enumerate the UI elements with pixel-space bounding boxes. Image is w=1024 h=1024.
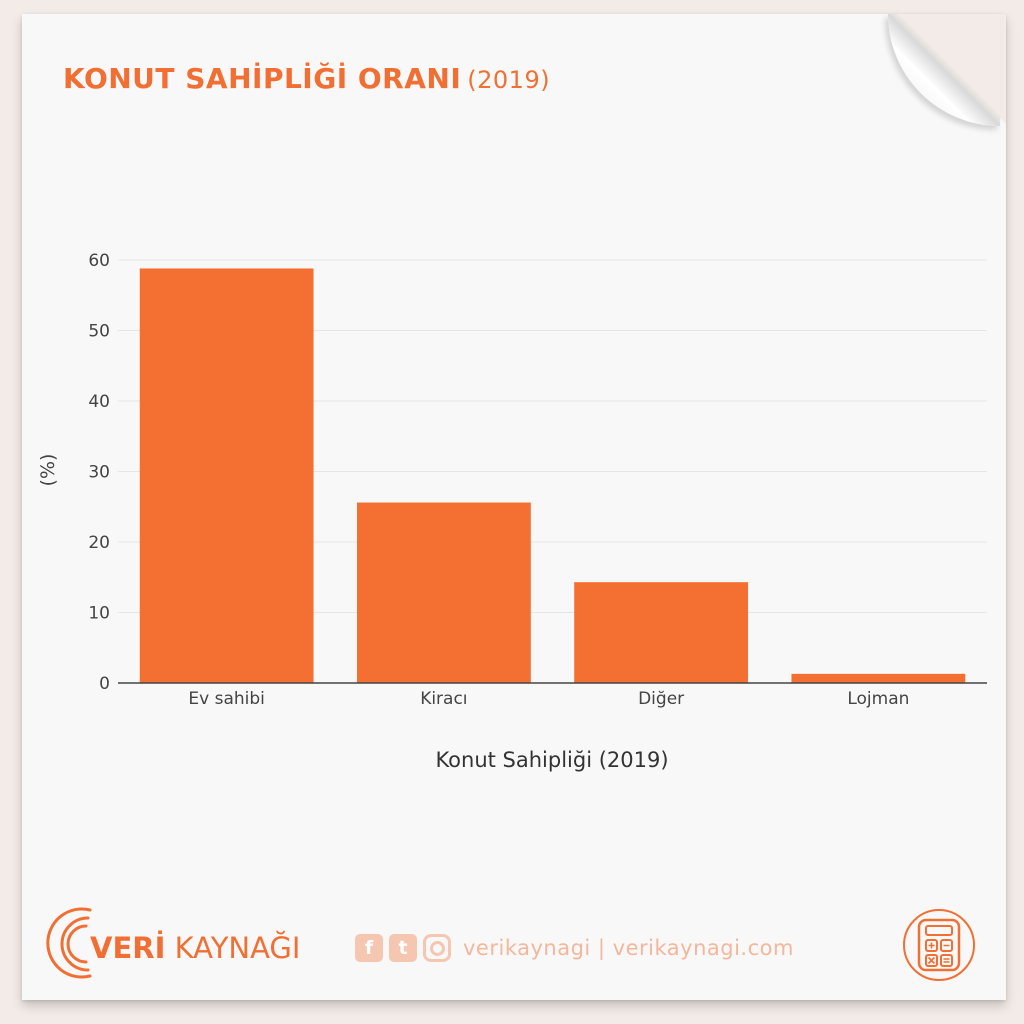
bars bbox=[139, 268, 966, 683]
y-tick-label: 50 bbox=[88, 322, 110, 342]
chart-title-text: KONUT SAHİPLİĞİ ORANI bbox=[63, 62, 462, 95]
y-tick-label: 0 bbox=[99, 674, 110, 694]
x-tick-labels: Ev sahibi Kiracı Diğer Lojman bbox=[188, 689, 909, 709]
x-axis-label: Konut Sahipliği (2019) bbox=[435, 748, 668, 772]
facebook-icon[interactable]: f bbox=[355, 934, 383, 962]
instagram-icon[interactable] bbox=[423, 934, 451, 962]
y-axis-label: (%) bbox=[37, 454, 59, 487]
y-tick-label: 10 bbox=[88, 604, 110, 624]
x-tick-label: Kiracı bbox=[420, 689, 467, 709]
bar bbox=[574, 582, 749, 683]
brand-name: VERİ KAYNAĞI bbox=[90, 931, 300, 965]
social-handle-text[interactable]: verikaynagi | verikaynagi.com bbox=[463, 936, 794, 960]
twitter-icon[interactable]: t bbox=[389, 934, 417, 962]
y-tick-labels: 0 10 20 30 40 50 60 bbox=[88, 251, 110, 694]
calculator-icon bbox=[903, 909, 975, 981]
x-tick-label: Diğer bbox=[638, 689, 684, 709]
x-tick-label: Lojman bbox=[847, 689, 909, 709]
bar bbox=[139, 268, 314, 683]
y-tick-label: 20 bbox=[88, 533, 110, 553]
y-tick-label: 40 bbox=[88, 392, 110, 412]
brand-name-light: KAYNAĞI bbox=[165, 931, 301, 965]
y-tick-label: 60 bbox=[88, 251, 110, 271]
bar bbox=[356, 502, 531, 683]
social-links: f t verikaynagi | verikaynagi.com bbox=[355, 933, 794, 963]
brand-name-bold: VERİ bbox=[90, 931, 166, 965]
bar bbox=[791, 673, 966, 683]
chart-title: KONUT SAHİPLİĞİ ORANI (2019) bbox=[63, 62, 550, 95]
calculator-glyph bbox=[917, 918, 961, 972]
chart-title-year: (2019) bbox=[467, 66, 551, 94]
y-tick-label: 30 bbox=[88, 463, 110, 483]
veri-kaynagi-logo-icon bbox=[46, 907, 92, 979]
x-tick-label: Ev sahibi bbox=[188, 689, 265, 709]
